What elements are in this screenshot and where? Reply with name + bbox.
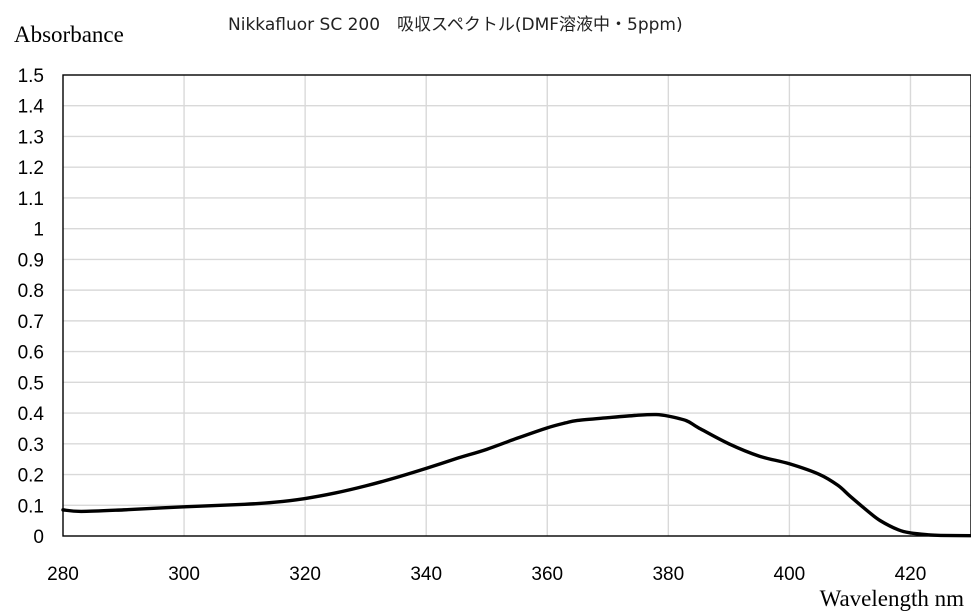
x-axis-label: Wavelength nm (820, 586, 965, 611)
y-tick-label: 1.1 (18, 189, 44, 210)
y-tick-label: 0.9 (18, 250, 44, 271)
y-axis-label: Absorbance (14, 22, 124, 47)
y-tick-label: 0.3 (18, 435, 44, 456)
y-tick-label: 0.6 (18, 343, 44, 364)
y-tick-label: 1.4 (18, 97, 45, 118)
plot-frame (62, 74, 971, 537)
y-tick-label: 0.4 (18, 404, 45, 425)
x-tick-label: 280 (47, 564, 79, 585)
grid-lines (63, 75, 971, 536)
y-tick-label: 0.7 (18, 312, 44, 333)
y-tick-label: 1.2 (18, 158, 44, 179)
tick-labels: 0 0.1 0.2 0.3 0.4 0.5 0.6 0.7 0.8 0.9 1 1.1 1.2 1.3 1.… (18, 66, 927, 585)
x-tick-label: 320 (289, 564, 321, 585)
y-tick-label: 1 (33, 220, 44, 241)
y-tick-label: 0.8 (18, 281, 44, 302)
y-tick-label: 0 (33, 527, 44, 548)
chart-title: Nikkafluor SC 200 吸収スペクトル(DMF溶液中・5ppm) (228, 15, 683, 35)
y-tick-label: 1.5 (18, 66, 44, 87)
y-tick-label: 0.2 (18, 466, 44, 487)
x-tick-label: 340 (410, 564, 442, 585)
y-tick-label: 1.3 (18, 127, 44, 148)
y-tick-label: 0.1 (18, 496, 44, 517)
x-tick-label: 300 (168, 564, 200, 585)
absorbance-series-line (61, 412, 971, 538)
x-tick-label: 400 (774, 564, 806, 585)
series-layer (61, 412, 971, 538)
x-tick-label: 360 (531, 564, 563, 585)
x-tick-label: 380 (652, 564, 684, 585)
x-tick-label: 420 (895, 564, 927, 585)
y-tick-label: 0.5 (18, 373, 44, 394)
